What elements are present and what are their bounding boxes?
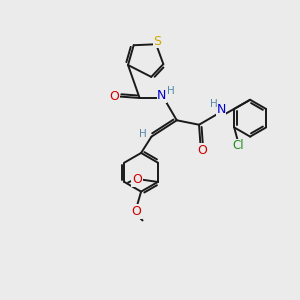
Text: O: O: [132, 173, 142, 186]
Text: O: O: [197, 143, 207, 157]
Text: S: S: [154, 35, 162, 48]
Text: H: H: [210, 99, 218, 109]
Text: H: H: [167, 86, 175, 96]
Text: Cl: Cl: [233, 139, 244, 152]
Text: O: O: [110, 90, 119, 103]
Text: H: H: [139, 129, 147, 139]
Text: N: N: [157, 89, 167, 102]
Text: O: O: [132, 205, 142, 218]
Text: N: N: [216, 103, 226, 116]
